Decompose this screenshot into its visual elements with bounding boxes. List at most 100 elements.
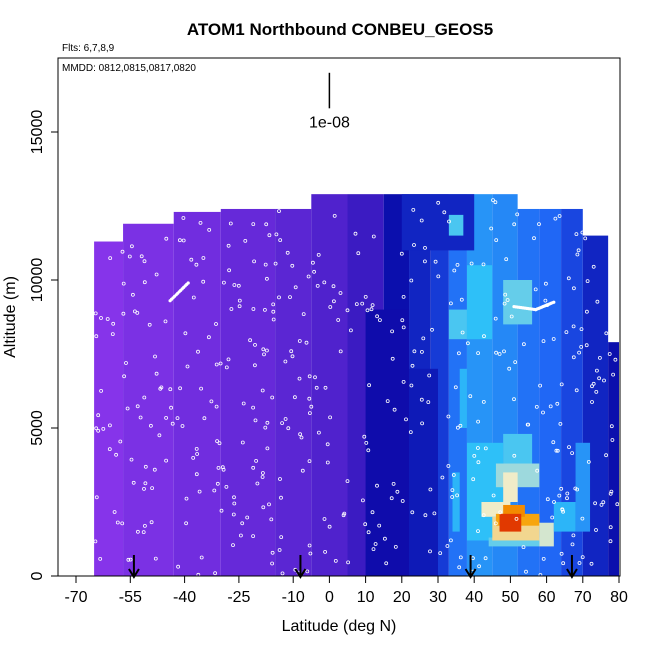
sample-point	[401, 379, 406, 384]
sample-point	[170, 421, 175, 426]
sample-point	[512, 222, 517, 227]
sample-point	[458, 423, 463, 428]
sample-point	[432, 511, 437, 516]
sample-point	[476, 419, 481, 424]
sample-point	[589, 561, 594, 566]
sample-point	[176, 564, 181, 569]
sample-point	[241, 401, 246, 406]
heatmap-cell	[173, 211, 221, 577]
sample-point	[105, 317, 110, 321]
sample-point	[615, 502, 620, 507]
sample-point	[541, 557, 546, 561]
sample-point	[411, 207, 416, 212]
sample-point	[491, 198, 495, 203]
flight-arrow-head	[464, 568, 477, 579]
sample-point	[290, 263, 295, 268]
sample-point	[455, 262, 460, 267]
sample-point	[574, 388, 579, 393]
sample-point	[553, 216, 558, 221]
sample-point	[537, 222, 541, 227]
sample-point	[544, 281, 548, 286]
sample-point	[138, 415, 143, 420]
sample-point	[252, 363, 257, 368]
sample-point	[180, 424, 185, 428]
sample-point	[93, 539, 98, 544]
sample-point	[345, 479, 350, 484]
sample-point	[264, 348, 269, 353]
sample-point	[316, 252, 321, 257]
sample-point	[580, 555, 585, 559]
sample-point	[254, 458, 259, 463]
sample-point	[159, 385, 164, 390]
sample-point	[194, 446, 199, 451]
sample-point	[564, 330, 569, 335]
sample-point	[580, 230, 585, 235]
sample-point	[178, 386, 183, 391]
sample-point	[148, 423, 153, 428]
sample-point	[459, 297, 464, 302]
sample-point	[168, 387, 173, 392]
sample-point	[469, 261, 474, 266]
sample-point	[541, 410, 545, 415]
sample-point	[153, 556, 158, 561]
sample-point	[595, 299, 600, 304]
sample-point	[315, 283, 320, 288]
sample-point	[98, 557, 103, 561]
y-tick-label: 5000	[29, 410, 46, 446]
sample-point	[580, 516, 585, 521]
sample-point	[129, 457, 134, 462]
sample-point	[220, 465, 225, 470]
sample-point	[209, 399, 214, 404]
sample-point	[585, 309, 589, 314]
sample-point	[261, 347, 266, 352]
chart-title: ATOM1 Northbound CONBEU_GEOS5	[187, 20, 493, 39]
plot-frame	[57, 57, 621, 577]
sample-point	[307, 543, 312, 548]
sample-point	[215, 481, 220, 486]
sample-point	[362, 434, 367, 439]
sample-point	[114, 452, 118, 457]
sample-point	[440, 475, 445, 480]
sample-point	[231, 543, 235, 547]
sample-point	[465, 341, 470, 346]
sample-point	[410, 510, 415, 515]
sample-point	[363, 294, 368, 299]
sample-point	[260, 388, 265, 393]
x-tick-label: 0	[325, 589, 334, 606]
sample-point	[128, 557, 133, 562]
heatmap-cell	[123, 223, 174, 576]
sample-point	[493, 316, 498, 321]
sample-point	[575, 252, 580, 257]
sample-point	[338, 291, 343, 295]
sample-point	[453, 385, 458, 390]
sample-point	[593, 501, 597, 506]
sample-point	[99, 388, 103, 393]
sample-point	[323, 550, 328, 554]
sample-point	[401, 325, 406, 330]
sample-point	[561, 561, 566, 566]
sample-point	[218, 361, 223, 366]
sample-point	[251, 222, 256, 227]
sample-point	[436, 200, 441, 205]
sample-point	[198, 220, 203, 225]
sample-point	[197, 489, 202, 494]
sample-point	[428, 549, 432, 554]
sample-point	[271, 302, 276, 307]
sample-point	[572, 286, 576, 291]
sample-point	[280, 571, 285, 576]
sample-point	[571, 533, 576, 538]
heatmap-cell	[539, 522, 554, 547]
sample-point	[551, 440, 556, 445]
x-tick-label: 20	[393, 589, 411, 606]
sample-point	[502, 301, 507, 306]
x-tick-label: 40	[465, 589, 483, 606]
sample-point	[300, 468, 305, 473]
sample-point	[207, 227, 212, 232]
sample-point	[237, 304, 242, 309]
sample-point	[126, 557, 131, 562]
sample-point	[366, 448, 371, 453]
sample-point	[550, 515, 555, 520]
sample-point	[121, 281, 126, 286]
sample-point	[423, 245, 427, 250]
sample-point	[513, 360, 518, 365]
